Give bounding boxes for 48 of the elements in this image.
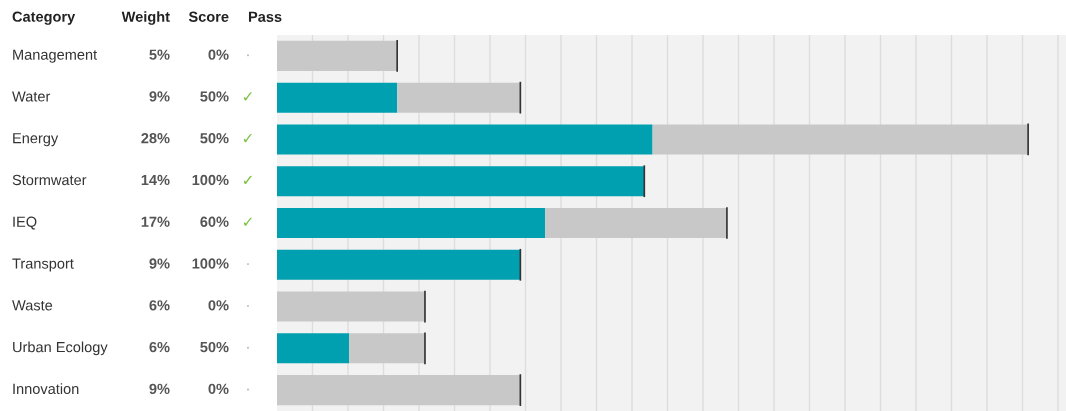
y-tick-label: Energy — [13, 133, 59, 147]
text: Score — [188, 11, 229, 22]
text: 9% — [149, 91, 170, 102]
text: 5% — [149, 49, 170, 60]
text: 17% — [141, 216, 170, 227]
text: 0% — [208, 300, 229, 311]
text: 14% — [141, 174, 170, 186]
y-tick-label: Innovation — [13, 383, 79, 395]
bar — [277, 82, 398, 113]
text: 9% — [149, 383, 170, 395]
bar — [349, 333, 425, 364]
text: 0% — [208, 49, 229, 60]
text: 9% — [149, 258, 170, 269]
text: ✓ — [243, 217, 252, 226]
bar — [397, 82, 521, 113]
y-tick-label: Stormwater — [12, 174, 87, 186]
text: 6% — [149, 300, 170, 311]
bar — [277, 333, 350, 364]
text: 50% — [200, 133, 229, 144]
text: ✓ — [243, 134, 252, 143]
bar — [277, 375, 521, 406]
text: 0% — [208, 383, 229, 395]
bar — [277, 166, 645, 197]
text: 50% — [200, 91, 229, 102]
bar — [277, 207, 546, 239]
text: ✓ — [243, 175, 252, 184]
text: Weight — [121, 11, 170, 25]
text: 100% — [192, 258, 229, 269]
y-tick-label: Waste — [12, 300, 53, 311]
bar — [277, 40, 398, 71]
text: 60% — [200, 216, 229, 227]
text: ✓ — [243, 92, 252, 101]
text: Pass — [248, 11, 282, 22]
y-tick-label: IEQ — [13, 216, 37, 230]
bar — [277, 124, 653, 155]
text: 6% — [149, 341, 170, 353]
y-tick-label: Management — [13, 49, 98, 63]
bar — [545, 207, 727, 239]
text: 28% — [141, 133, 170, 144]
y-tick-label: Transport — [12, 258, 74, 272]
y-tick-label: Water — [12, 91, 51, 102]
text: 100% — [192, 174, 229, 186]
y-tick-label: Urban Ecology — [13, 341, 108, 356]
bar — [277, 249, 521, 280]
text: Category — [12, 11, 76, 25]
bar — [277, 291, 425, 322]
text: 50% — [200, 341, 229, 353]
bar — [652, 124, 1029, 155]
